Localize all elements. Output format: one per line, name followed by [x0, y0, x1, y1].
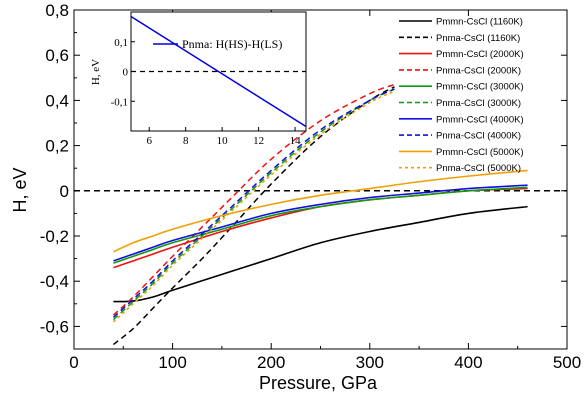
- x-tick-label: 500: [553, 353, 581, 372]
- inset-legend: Pnma: H(HS)-H(LS): [153, 37, 282, 51]
- inset-y-tick-label: 0,1: [114, 37, 128, 49]
- x-tick-label: 0: [69, 353, 78, 372]
- y-tick-label: -0,2: [40, 227, 69, 246]
- x-tick-label: 400: [454, 353, 482, 372]
- inset-legend-label: Pnma: H(HS)-H(LS): [182, 37, 282, 51]
- series-line-9: [113, 169, 528, 253]
- legend-label-5: Pmmn-CsCl (3000K): [436, 82, 524, 93]
- x-tick-label: 200: [257, 353, 285, 372]
- y-tick-label: -0,4: [40, 272, 69, 291]
- inset-series-line-1: [130, 15, 307, 128]
- series-line-8: [112, 88, 395, 318]
- series-line-4: [112, 83, 395, 316]
- x-tick-label: 300: [356, 353, 384, 372]
- legend-label-1: Pmmn-CsCl (1160K): [436, 17, 523, 28]
- y-tick-label: 0,4: [45, 91, 69, 110]
- inset-y-axis-title: H, eV: [90, 59, 102, 85]
- legend-label-4: Pnma-CsCl (2000K): [436, 65, 521, 76]
- series-line-6: [112, 88, 395, 321]
- inset-axes: 6 8 10 12 14 0,1 0 -0,1: [111, 37, 306, 147]
- y-axis-title: H, eV: [10, 167, 30, 212]
- legend-label-3: Pmmn-CsCl (2000K): [436, 49, 524, 60]
- y-tick-label: 0,6: [45, 46, 69, 65]
- series-line-2: [112, 86, 395, 346]
- series-line-1: [113, 205, 528, 303]
- legend-label-7: Pmmn-CsCl (4000K): [436, 114, 524, 125]
- x-tick-label: 100: [158, 353, 186, 372]
- inset-x-tick-label: 6: [146, 135, 152, 147]
- y-tick-label: 0,2: [45, 137, 69, 156]
- inset-x-tick-label: 14: [290, 135, 302, 147]
- legend-label-6: Pnma-CsCl (3000K): [436, 98, 521, 109]
- legend-label-9: Pmmn-CsCl (5000K): [436, 147, 524, 158]
- inset-x-tick-label: 12: [253, 135, 264, 147]
- legend-label-2: Pnma-CsCl (1160K): [436, 33, 520, 44]
- y-tick-label: -0,6: [40, 317, 69, 336]
- inset-x-tick-label: 8: [183, 135, 189, 147]
- x-axis-title: Pressure, GPa: [259, 373, 378, 393]
- main-series-group: [112, 83, 528, 346]
- inset-y-tick-label: 0: [123, 67, 129, 79]
- inset-chart: 6 8 10 12 14 0,1 0 -0,1 H, eV Pnma: H(HS)-H(LS): [90, 11, 307, 147]
- inset-x-tick-label: 10: [217, 135, 229, 147]
- y-tick-label: 0,8: [45, 1, 69, 20]
- legend-label-10: Pnma-CsCl (5000K): [436, 163, 521, 174]
- series-line-7: [113, 184, 528, 262]
- inset-series-group: [130, 15, 307, 128]
- legend-label-8: Pnma-CsCl (4000K): [436, 131, 521, 142]
- inset-y-tick-label: -0,1: [111, 96, 128, 108]
- y-tick-label: 0: [60, 182, 69, 201]
- legend: Pmmn-CsCl (1160K) Pnma-CsCl (1160K) Pmmn-C…: [399, 17, 524, 174]
- series-line-5: [113, 186, 528, 264]
